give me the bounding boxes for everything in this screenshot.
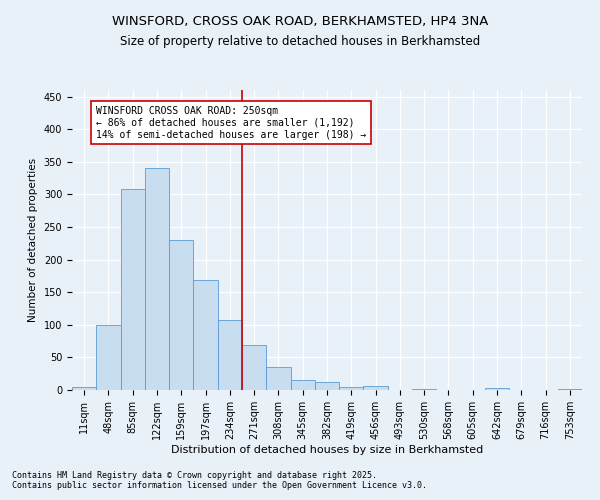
Bar [315,382,339,390]
Bar [339,386,364,390]
Bar [558,388,582,390]
X-axis label: Distribution of detached houses by size in Berkhamsted: Distribution of detached houses by size … [171,444,483,454]
Bar [266,367,290,390]
Bar [364,386,388,390]
Bar [290,380,315,390]
Bar [193,280,218,390]
Bar [169,240,193,390]
Text: Size of property relative to detached houses in Berkhamsted: Size of property relative to detached ho… [120,35,480,48]
Text: Contains HM Land Registry data © Crown copyright and database right 2025.
Contai: Contains HM Land Registry data © Crown c… [12,470,427,490]
Bar [121,189,145,390]
Text: WINSFORD, CROSS OAK ROAD, BERKHAMSTED, HP4 3NA: WINSFORD, CROSS OAK ROAD, BERKHAMSTED, H… [112,15,488,28]
Bar [242,345,266,390]
Bar [96,325,121,390]
Text: WINSFORD CROSS OAK ROAD: 250sqm
← 86% of detached houses are smaller (1,192)
14%: WINSFORD CROSS OAK ROAD: 250sqm ← 86% of… [96,106,367,140]
Bar [72,388,96,390]
Bar [412,388,436,390]
Y-axis label: Number of detached properties: Number of detached properties [28,158,38,322]
Bar [485,388,509,390]
Bar [145,168,169,390]
Bar [218,320,242,390]
